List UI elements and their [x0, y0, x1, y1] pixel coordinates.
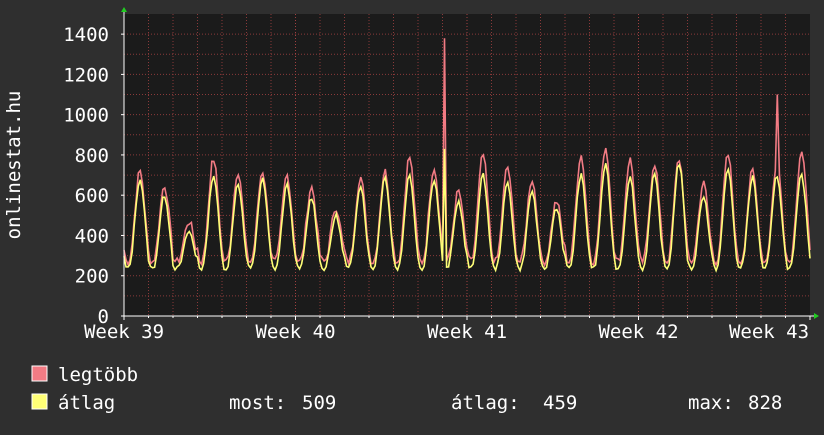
legend: legtöbb átlag most: 509 átlag: 459 max: …: [31, 364, 782, 414]
y-tick-label: 1000: [63, 105, 109, 127]
x-tick-label: Week 43: [729, 321, 809, 343]
x-tick-label: Week 39: [84, 321, 164, 343]
stat-max-value: 828: [748, 392, 782, 414]
y-tick-label: 0: [98, 306, 109, 328]
series-line-avg: [123, 148, 811, 273]
x-axis-arrow-icon: [814, 313, 819, 319]
legend-swatch-max: [31, 365, 48, 382]
legend-swatch-avg: [31, 393, 48, 410]
x-tick-label: Week 42: [598, 321, 678, 343]
stat-current-value: 509: [302, 392, 336, 414]
x-tick-label: Week 41: [427, 321, 507, 343]
y-axis-arrow-icon: [121, 7, 127, 12]
legend-label-avg: átlag: [58, 392, 115, 414]
y-tick-label: 800: [75, 145, 109, 167]
y-tick-label: 600: [75, 185, 109, 207]
stat-average-label: átlag:: [451, 392, 520, 414]
y-tick-label: 400: [75, 225, 109, 247]
stat-current-label: most:: [229, 392, 286, 414]
x-tick-label: Week 40: [255, 321, 335, 343]
grid: [124, 14, 810, 316]
y-tick-label: 1400: [63, 24, 109, 46]
series-line-max: [123, 38, 811, 268]
stat-max-label: max:: [688, 392, 734, 414]
series-max: [123, 38, 811, 268]
axes: [121, 7, 819, 320]
y-tick-label: 1200: [63, 64, 109, 86]
y-tick-label: 200: [75, 266, 109, 288]
y-axis-label: onlinestat.hu: [3, 91, 25, 240]
x-tick-labels: Week 39 Week 40 Week 41 Week 42 Week 43: [84, 321, 809, 343]
series-avg: [123, 148, 811, 273]
y-tick-labels: 0 200 400 600 800 1000 1200 1400: [63, 24, 109, 328]
stat-average-value: 459: [543, 392, 577, 414]
legend-label-max: legtöbb: [58, 364, 138, 386]
